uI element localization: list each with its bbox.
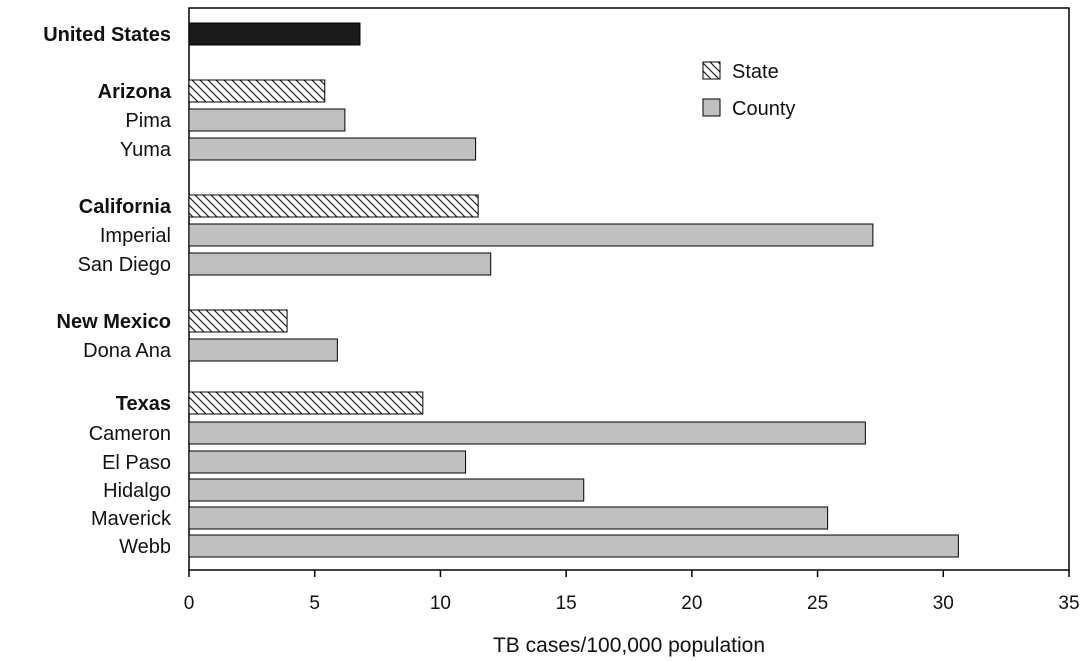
x-tick-label: 25 [807,593,828,614]
category-label-hidalgo: Hidalgo [103,480,171,502]
category-label-pima: Pima [125,110,171,132]
bar-hidalgo [188,478,585,502]
category-label-arizona: Arizona [98,81,172,103]
bar-imperial [188,223,874,247]
x-axis-title: TB cases/100,000 population [493,634,765,657]
x-tick-label: 10 [430,593,451,614]
category-label-san-diego: San Diego [78,254,171,276]
category-label-new-mexico: New Mexico [57,311,171,333]
plot-frame [188,7,1070,571]
legend-label-state: State [732,61,779,83]
x-tick-label: 20 [681,593,702,614]
bar-san-diego [188,252,492,276]
bar-united-states [188,22,361,46]
category-label-cameron: Cameron [89,423,171,445]
bar-webb [188,534,959,558]
legend-swatch-state [702,61,721,80]
category-label-yuma: Yuma [120,139,172,161]
category-label-el-paso: El Paso [102,452,171,474]
category-labels-group: United States Arizona Pima Yuma California Im… [43,24,172,558]
x-tick-label: 15 [556,593,577,614]
bar-el-paso [188,450,467,474]
bar-pima [188,108,346,132]
bar-new-mexico [188,309,288,333]
category-label-webb: Webb [119,536,171,558]
bar-dona-ana [188,338,338,362]
bar-arizona [188,79,326,103]
bar-texas [188,391,424,415]
x-tick-label: 0 [184,593,195,614]
x-tick-label: 5 [309,593,320,614]
x-ticks-group: 0 5 10 15 20 25 30 35 [184,570,1080,614]
category-label-california: California [79,196,172,218]
bar-cameron [188,421,866,445]
legend-label-county: County [732,98,795,120]
x-tick-label: 35 [1058,593,1079,614]
category-label-maverick: Maverick [91,508,172,530]
category-label-united-states: United States [43,24,171,46]
bar-maverick [188,506,829,530]
bar-california [188,194,479,218]
bar-yuma [188,137,477,161]
legend-swatch-county [702,98,721,117]
legend: State County [702,61,795,120]
x-tick-label: 30 [933,593,954,614]
category-label-dona-ana: Dona Ana [83,340,172,362]
category-label-imperial: Imperial [100,225,171,247]
category-label-texas: Texas [116,393,171,415]
bars-group [188,22,959,558]
